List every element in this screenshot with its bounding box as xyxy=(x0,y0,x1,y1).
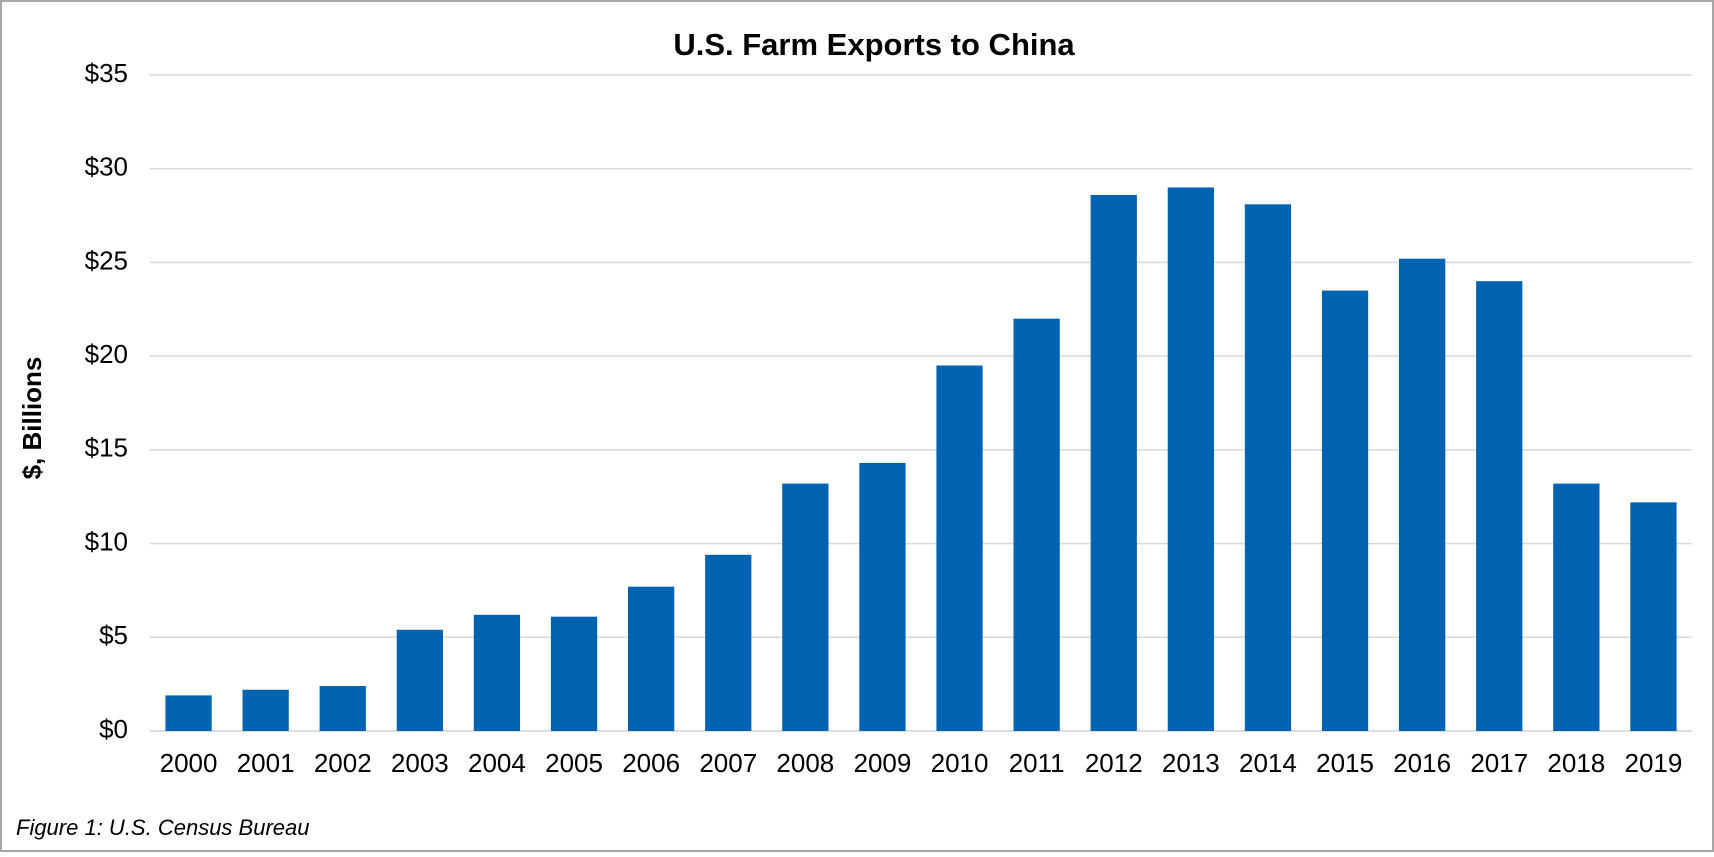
x-tick-label: 2007 xyxy=(699,748,757,778)
caption: Figure 1: U.S. Census Bureau xyxy=(16,815,309,840)
bar xyxy=(782,483,829,731)
y-tick-label: $10 xyxy=(85,526,128,556)
bar xyxy=(242,689,289,731)
y-tick-label: $30 xyxy=(85,152,128,182)
x-tick-label: 2009 xyxy=(854,748,912,778)
bar xyxy=(1090,194,1137,731)
x-tick-label: 2006 xyxy=(622,748,680,778)
bar xyxy=(1553,483,1600,731)
bar xyxy=(859,462,906,731)
bar xyxy=(1321,290,1369,731)
x-tick-label: 2012 xyxy=(1085,748,1143,778)
y-tick-label: $15 xyxy=(85,433,128,463)
bar xyxy=(1399,258,1446,731)
bar xyxy=(1630,502,1677,731)
x-tick-label: 2014 xyxy=(1239,748,1297,778)
x-tick-label: 2013 xyxy=(1162,748,1220,778)
x-tick-label: 2011 xyxy=(1009,748,1065,778)
bar xyxy=(628,586,675,731)
y-tick-label: $25 xyxy=(85,245,128,275)
bar xyxy=(1244,204,1292,732)
x-tick-label: 2002 xyxy=(314,748,372,778)
x-tick-label: 2017 xyxy=(1470,748,1528,778)
bar xyxy=(705,554,752,731)
x-tick-label: 2004 xyxy=(468,748,526,778)
bar xyxy=(1167,187,1214,731)
x-tick-label: 2010 xyxy=(931,748,989,778)
bar xyxy=(936,365,983,731)
y-axis-label: $, Billions xyxy=(17,357,47,480)
x-tick-label: 2001 xyxy=(237,748,295,778)
x-tick-label: 2005 xyxy=(545,748,603,778)
bar xyxy=(1013,318,1060,731)
y-tick-label: $5 xyxy=(99,620,128,650)
x-tick-label: 2016 xyxy=(1393,748,1451,778)
x-tick-label: 2003 xyxy=(391,748,449,778)
y-tick-label: $35 xyxy=(85,58,128,88)
y-tick-label: $20 xyxy=(85,339,128,369)
bar xyxy=(1476,281,1523,731)
x-tick-label: 2015 xyxy=(1316,748,1374,778)
bar xyxy=(550,616,598,731)
chart-title: U.S. Farm Exports to China xyxy=(673,27,1075,62)
x-tick-label: 2018 xyxy=(1547,748,1605,778)
bar xyxy=(473,614,521,731)
x-tick-label: 2019 xyxy=(1625,748,1683,778)
bar xyxy=(165,695,212,731)
x-tick-label: 2000 xyxy=(160,748,218,778)
y-tick-label: $0 xyxy=(99,714,128,744)
bar xyxy=(319,686,366,731)
x-tick-label: 2008 xyxy=(776,748,834,778)
bar xyxy=(396,629,443,731)
